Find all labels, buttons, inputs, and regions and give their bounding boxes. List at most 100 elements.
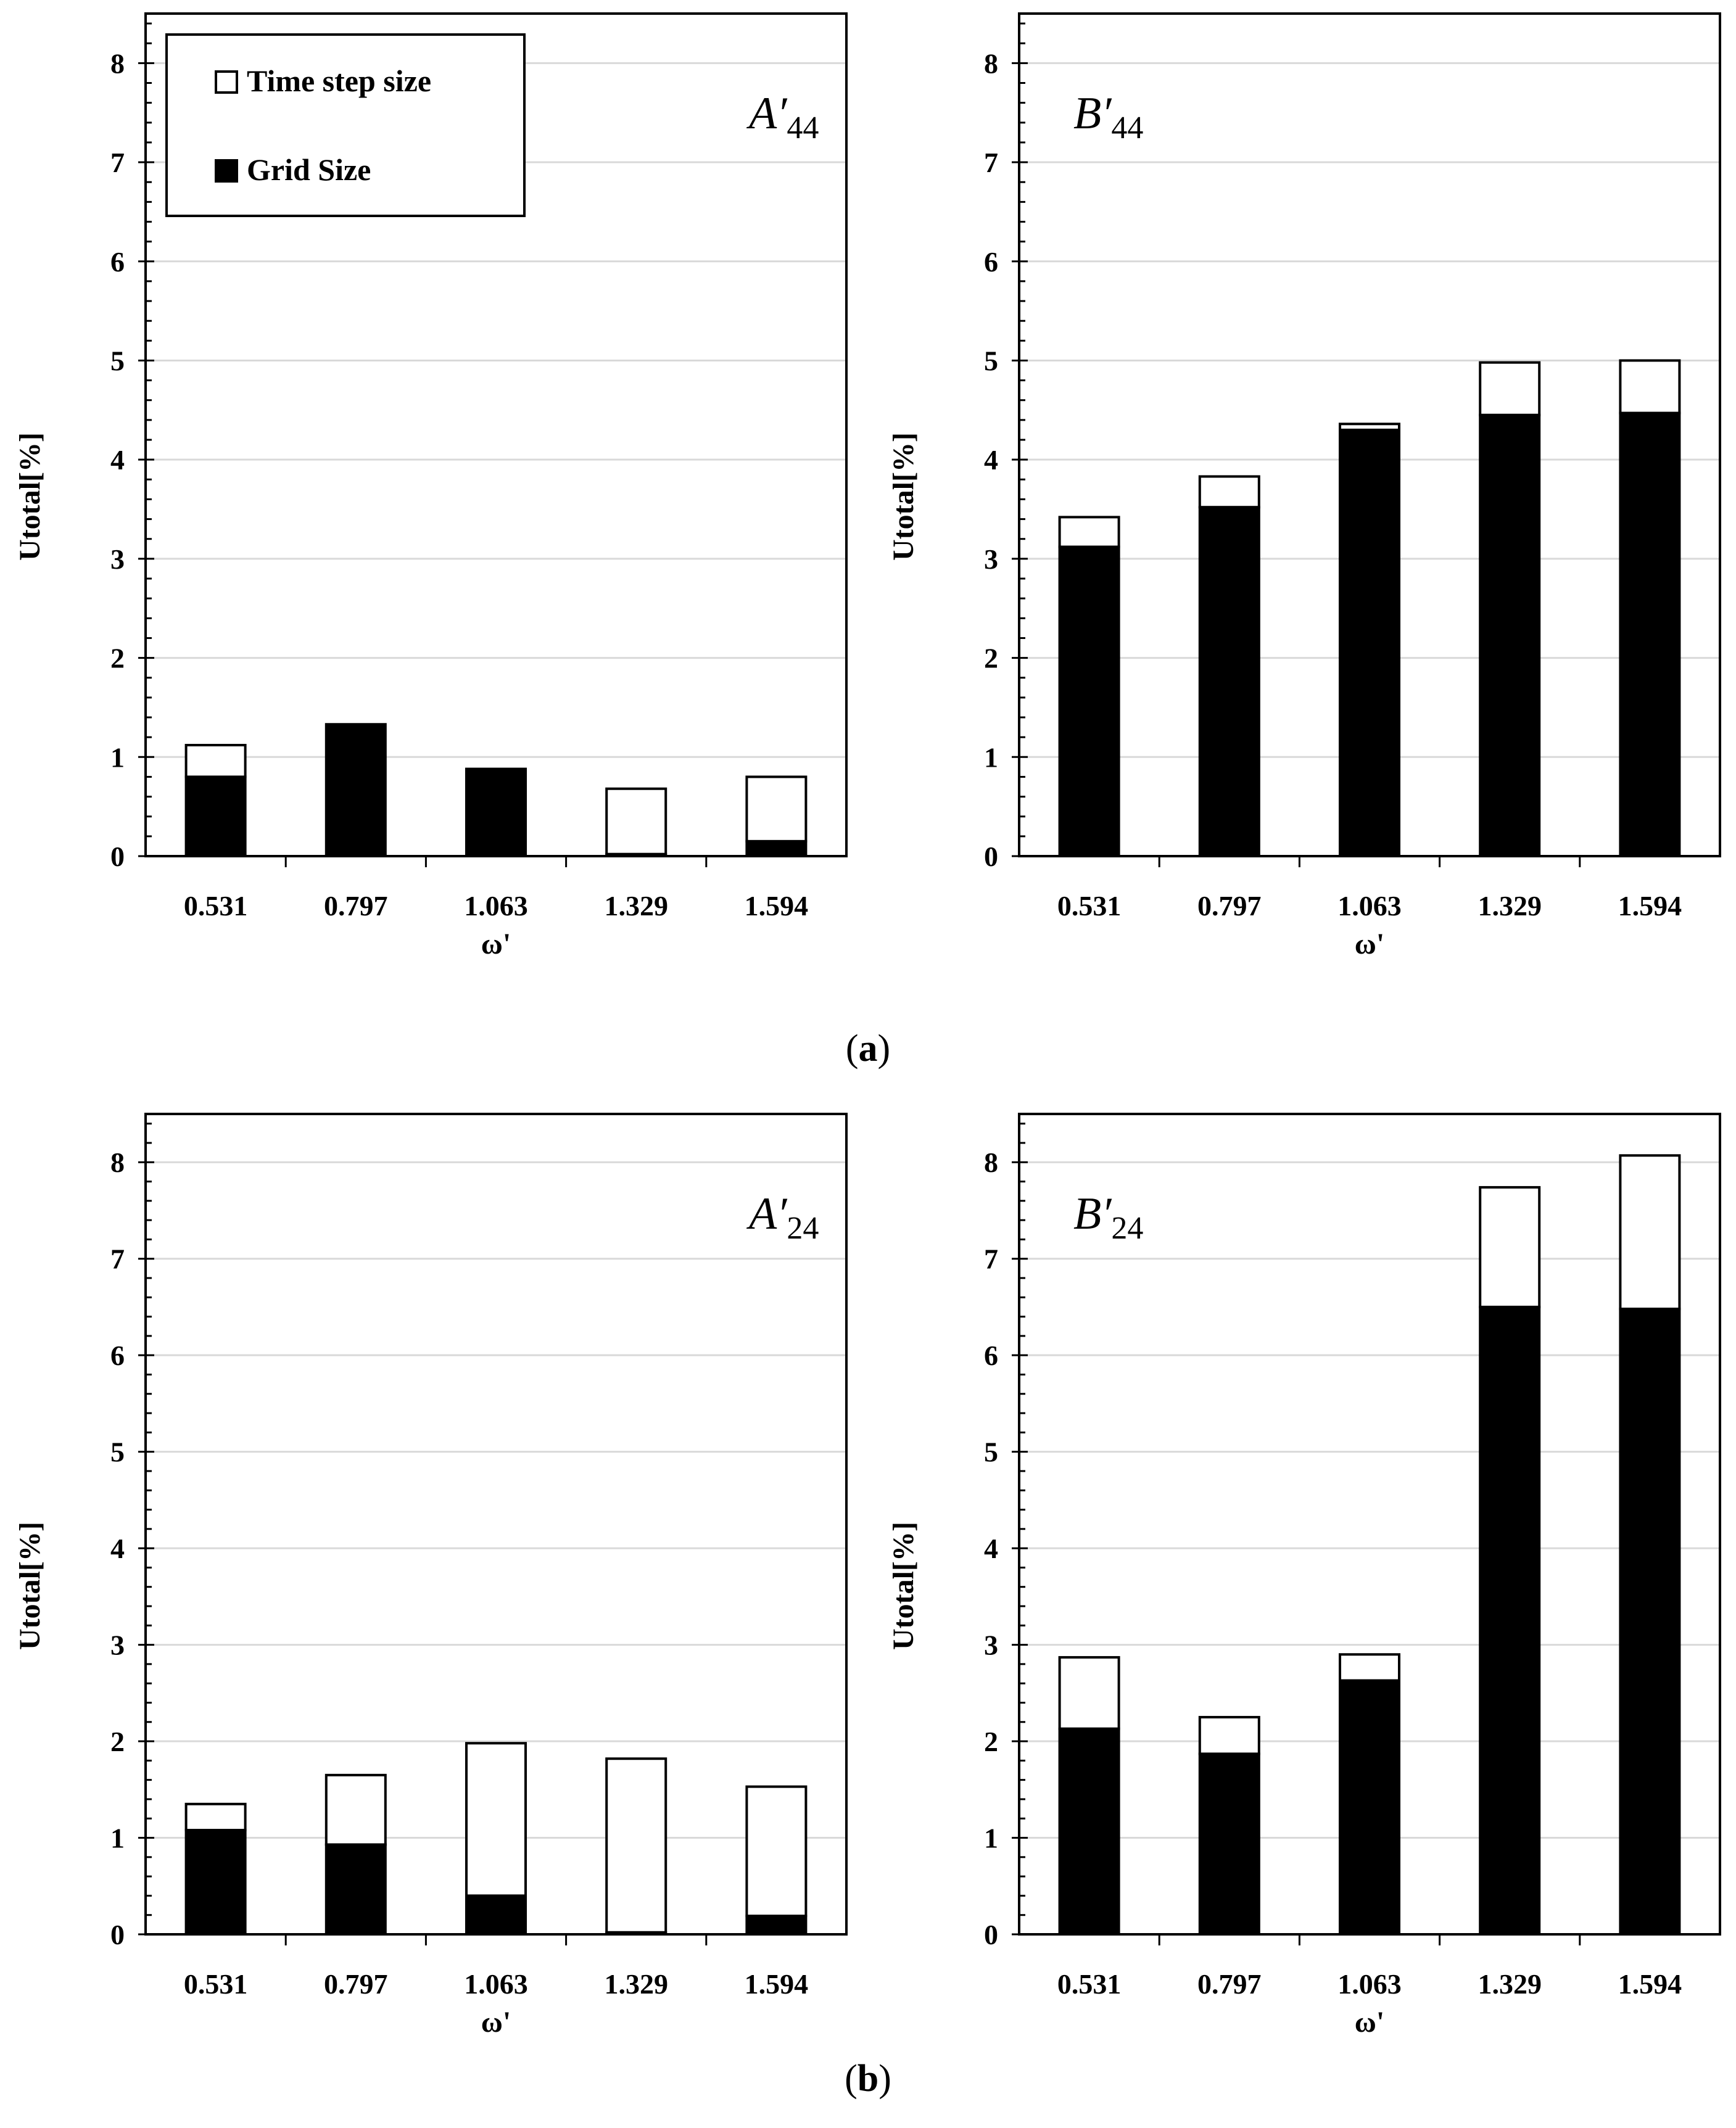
bar-grid-size xyxy=(465,767,527,858)
y-axis-label: Utotal[%] xyxy=(14,432,46,561)
y-tick-label: 6 xyxy=(984,1340,998,1371)
legend-label-grid-size: Grid Size xyxy=(247,152,371,187)
y-tick-label: 3 xyxy=(110,543,125,575)
x-tick-label: 0.797 xyxy=(324,890,388,922)
bar-time-step xyxy=(1058,1656,1120,1730)
x-tick-label: 1.329 xyxy=(1478,1968,1542,2000)
bar-time-step xyxy=(605,787,668,856)
y-tick-label: 0 xyxy=(110,841,125,872)
bar-grid-size xyxy=(1619,1308,1681,1936)
panel-title: A′24 xyxy=(746,1189,819,1246)
x-tick-label: 0.531 xyxy=(1057,1968,1122,2000)
x-tick-label: 0.797 xyxy=(1197,890,1262,922)
bar-grid-size xyxy=(1198,1752,1260,1936)
x-tick-label: 0.531 xyxy=(1057,890,1122,922)
panel-title-base: A′ xyxy=(746,88,788,139)
bar-time-step xyxy=(184,744,247,778)
y-tick-label: 0 xyxy=(110,1919,125,1950)
panel-title-subscript: 24 xyxy=(1111,1211,1143,1246)
y-tick-label: 5 xyxy=(984,1437,998,1468)
chart-panel-2: 0 1 2 3 4 5 6 7 8 0.531 0.797 1.063 1.329 1.594 ω' Utot… xyxy=(887,12,1721,960)
x-tick-label: 1.329 xyxy=(604,890,668,922)
panel-title-base: A′ xyxy=(746,1189,788,1239)
bar-time-step xyxy=(324,1773,387,1846)
y-tick-label: 1 xyxy=(984,741,998,773)
y-tick-label: 0 xyxy=(984,841,998,872)
legend-swatch-grid-size xyxy=(215,159,238,183)
panel-title-subscript: 44 xyxy=(1111,110,1143,146)
caption-open: ( xyxy=(846,1028,859,1070)
bar-grid-size xyxy=(1058,545,1120,857)
y-tick-label: 4 xyxy=(984,444,998,476)
y-tick-label: 8 xyxy=(110,1147,125,1178)
y-tick-label: 7 xyxy=(984,147,998,178)
legend: Time step size Grid Size xyxy=(165,33,526,217)
y-tick-label: 2 xyxy=(984,1726,998,1757)
panel-title-base: B′ xyxy=(1073,88,1112,139)
plot-frame xyxy=(144,12,848,857)
x-tick-label: 1.063 xyxy=(1337,1968,1402,2000)
x-tick-label: 1.594 xyxy=(1618,890,1682,922)
bar-grid-size xyxy=(184,1829,247,1936)
y-tick-label: 6 xyxy=(110,246,125,278)
panel-title: B′44 xyxy=(1073,88,1143,146)
x-tick-label: 1.329 xyxy=(1478,890,1542,922)
chart-panel-1: 0 1 2 3 4 5 6 7 8 0.531 0.797 1.063 1.329 1.594 ω' Utot… xyxy=(14,12,848,960)
y-tick-label: 1 xyxy=(984,1823,998,1854)
y-tick-label: 7 xyxy=(110,1243,125,1275)
panel-title-subscript: 44 xyxy=(787,110,819,146)
bar-grid-size xyxy=(1198,506,1260,857)
bar-time-step xyxy=(1058,516,1120,548)
bar-grid-size xyxy=(1339,428,1400,857)
bar-time-step xyxy=(465,1742,527,1897)
y-tick-label: 5 xyxy=(110,345,125,376)
x-tick-label: 1.594 xyxy=(745,890,809,922)
bar-time-step xyxy=(1619,359,1681,414)
y-tick-label: 2 xyxy=(984,643,998,674)
x-axis-label: ω' xyxy=(1355,928,1384,960)
y-tick-label: 2 xyxy=(110,1726,125,1757)
plot-frame xyxy=(1018,1113,1721,1936)
x-axis-label: ω' xyxy=(481,2006,511,2039)
bar-time-step xyxy=(745,1785,808,1918)
y-tick-label: 0 xyxy=(984,1919,998,1950)
x-tick-label: 0.797 xyxy=(324,1968,388,2000)
caption-open: ( xyxy=(845,2058,858,2100)
y-tick-label: 1 xyxy=(110,741,125,773)
y-tick-label: 8 xyxy=(110,47,125,79)
panel-title: B′24 xyxy=(1073,1189,1143,1246)
x-tick-label: 1.063 xyxy=(464,1968,528,2000)
x-tick-label: 1.063 xyxy=(1337,890,1402,922)
y-tick-label: 7 xyxy=(110,147,125,178)
x-axis-label: ω' xyxy=(1355,2006,1384,2039)
bar-time-step xyxy=(1619,1154,1681,1311)
bar-grid-size xyxy=(745,839,808,858)
panel-title-subscript: 24 xyxy=(787,1211,819,1246)
y-tick-label: 3 xyxy=(984,543,998,575)
bar-grid-size xyxy=(324,1843,387,1936)
bar-grid-size xyxy=(1339,1679,1400,1936)
y-tick-label: 7 xyxy=(984,1243,998,1275)
bar-time-step xyxy=(1479,361,1541,416)
y-tick-label: 3 xyxy=(984,1630,998,1661)
bar-grid-size xyxy=(1479,413,1541,857)
caption-close: ) xyxy=(878,1028,891,1070)
y-tick-label: 8 xyxy=(984,47,998,79)
y-tick-label: 1 xyxy=(110,1823,125,1854)
x-tick-label: 0.531 xyxy=(184,1968,248,2000)
y-axis-label: Utotal[%] xyxy=(887,432,920,561)
caption-close: ) xyxy=(878,2058,891,2100)
legend-label-time-step: Time step size xyxy=(247,64,431,98)
legend-swatch-time-step xyxy=(215,70,238,94)
bar-time-step xyxy=(184,1802,247,1832)
y-tick-label: 2 xyxy=(110,643,125,674)
bar-grid-size xyxy=(1619,411,1681,857)
y-tick-label: 4 xyxy=(110,1533,125,1564)
caption-a: (a) xyxy=(846,1028,890,1070)
x-tick-label: 1.594 xyxy=(1618,1968,1682,2000)
y-axis-label: Utotal[%] xyxy=(887,1522,920,1650)
bar-time-step xyxy=(1339,1653,1400,1682)
bar-time-step xyxy=(1479,1186,1541,1308)
bar-time-step xyxy=(605,1757,668,1934)
